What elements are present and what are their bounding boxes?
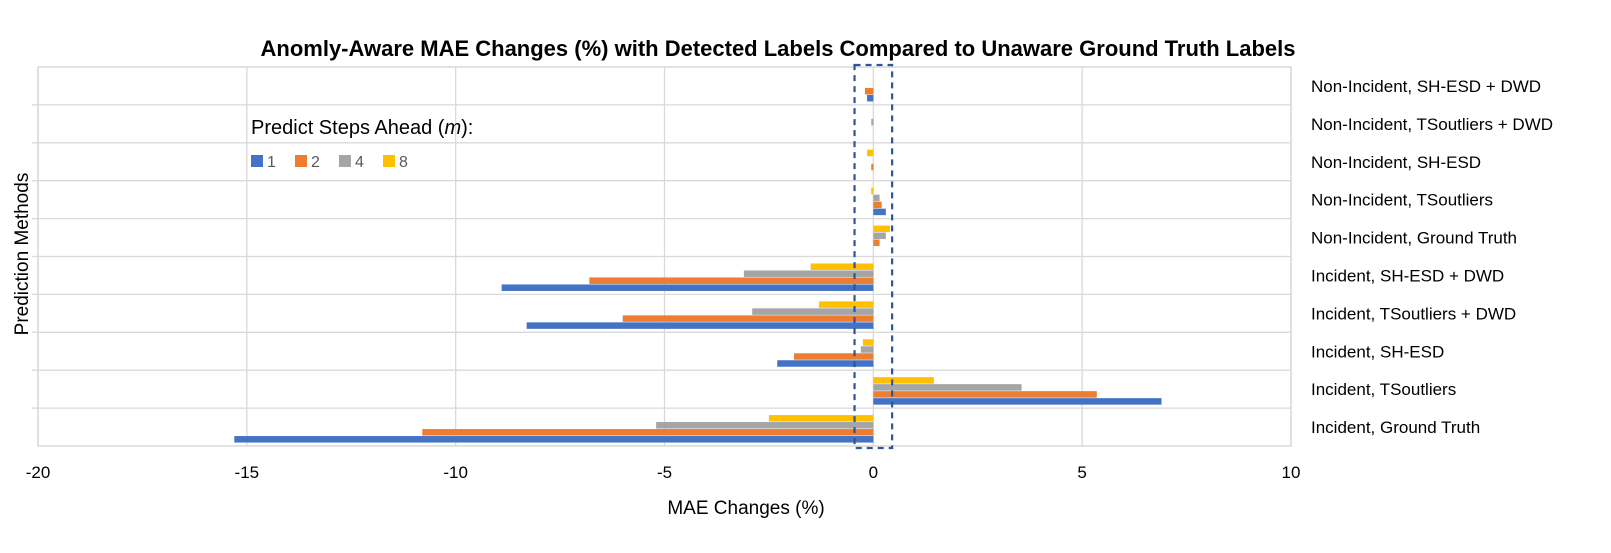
highlight-band-layer (853, 63, 894, 450)
category-label: Non-Incident, Ground Truth (1311, 229, 1517, 248)
bar-series-8-cat-2 (867, 149, 874, 157)
category-label: Non-Incident, TSoutliers + DWD (1311, 115, 1553, 134)
bar-series-8-cat-3 (871, 187, 874, 195)
bar-series-4-cat-9 (656, 422, 874, 429)
legend-title-suffix: ): (461, 117, 473, 139)
bar-series-2-cat-3 (873, 201, 882, 209)
bar-series-1-cat-5 (501, 284, 874, 291)
bar-series-4-cat-3 (873, 194, 880, 202)
legend-swatch-1 (251, 155, 263, 167)
bar-series-2-cat-9 (422, 429, 874, 436)
legend-label-8: 8 (399, 154, 408, 171)
legend-swatch-2 (295, 155, 307, 167)
x-tick-label: -20 (26, 463, 51, 482)
bars-layer (234, 87, 1162, 443)
legend-label-2: 2 (311, 154, 320, 171)
legend: Predict Steps Ahead (m): 1 2 4 8 (251, 117, 473, 171)
x-tick-label: 5 (1077, 463, 1086, 482)
bar-series-8-cat-9 (768, 415, 874, 422)
x-tick-label: -15 (235, 463, 260, 482)
x-tick-label: 0 (869, 463, 878, 482)
bar-series-1-cat-3 (873, 208, 886, 216)
category-label: Incident, Ground Truth (1311, 418, 1480, 437)
category-label: Non-Incident, SH-ESD + DWD (1311, 77, 1541, 96)
x-tick-label: 10 (1282, 463, 1301, 482)
bar-series-8-cat-6 (819, 301, 874, 308)
category-label: Incident, TSoutliers + DWD (1311, 304, 1516, 323)
bar-series-1-cat-0 (867, 94, 874, 102)
bar-series-2-cat-7 (793, 353, 874, 360)
bar-series-4-cat-8 (873, 384, 1022, 391)
grid-layer (32, 66, 1292, 447)
x-axis-title: MAE Changes (%) (667, 498, 824, 519)
legend-label-4: 4 (355, 154, 364, 171)
bar-series-4-cat-6 (752, 308, 874, 315)
bar-series-8-cat-5 (810, 263, 874, 270)
bar-series-1-cat-9 (234, 436, 874, 443)
bar-series-2-cat-0 (864, 87, 874, 95)
bar-series-2-cat-5 (589, 277, 874, 284)
legend-swatch-4 (339, 155, 351, 167)
legend-items: 1 2 4 8 (251, 154, 408, 171)
bar-series-8-cat-4 (873, 225, 891, 233)
bar-series-1-cat-6 (526, 322, 874, 329)
bar-series-4-cat-4 (873, 232, 886, 240)
y-axis-title: Prediction Methods (12, 173, 33, 336)
category-label: Incident, SH-ESD + DWD (1311, 266, 1504, 285)
bar-series-8-cat-8 (873, 377, 934, 384)
legend-label-1: 1 (267, 154, 276, 171)
legend-title-var: m (444, 117, 461, 139)
legend-title-prefix: Predict Steps Ahead ( (251, 117, 445, 139)
bar-series-4-cat-7 (860, 346, 874, 353)
bar-series-4-cat-5 (743, 270, 874, 277)
category-label: Non-Incident, TSoutliers (1311, 191, 1493, 210)
legend-title: Predict Steps Ahead (m): (251, 117, 473, 139)
bar-series-2-cat-8 (873, 391, 1097, 398)
highlight-band (853, 63, 894, 450)
category-label: Incident, SH-ESD (1311, 342, 1444, 361)
bar-series-2-cat-4 (873, 239, 880, 247)
category-labels: Non-Incident, SH-ESD + DWD Non-Incident, … (1311, 77, 1553, 437)
bar-series-2-cat-6 (622, 315, 874, 322)
bar-series-2-cat-2 (871, 163, 874, 171)
bar-series-4-cat-1 (871, 118, 874, 126)
chart-title: Anomly-Aware MAE Changes (%) with Detect… (261, 36, 1296, 61)
x-tick-labels: -20 -15 -10 -5 0 5 10 (26, 463, 1301, 482)
category-label: Non-Incident, SH-ESD (1311, 153, 1481, 172)
legend-swatch-8 (383, 155, 395, 167)
bar-series-1-cat-8 (873, 398, 1162, 405)
category-label: Incident, TSoutliers (1311, 380, 1456, 399)
x-tick-label: -5 (657, 463, 672, 482)
x-tick-label: -10 (443, 463, 468, 482)
bar-series-8-cat-7 (862, 339, 874, 346)
bar-series-1-cat-7 (777, 360, 874, 367)
